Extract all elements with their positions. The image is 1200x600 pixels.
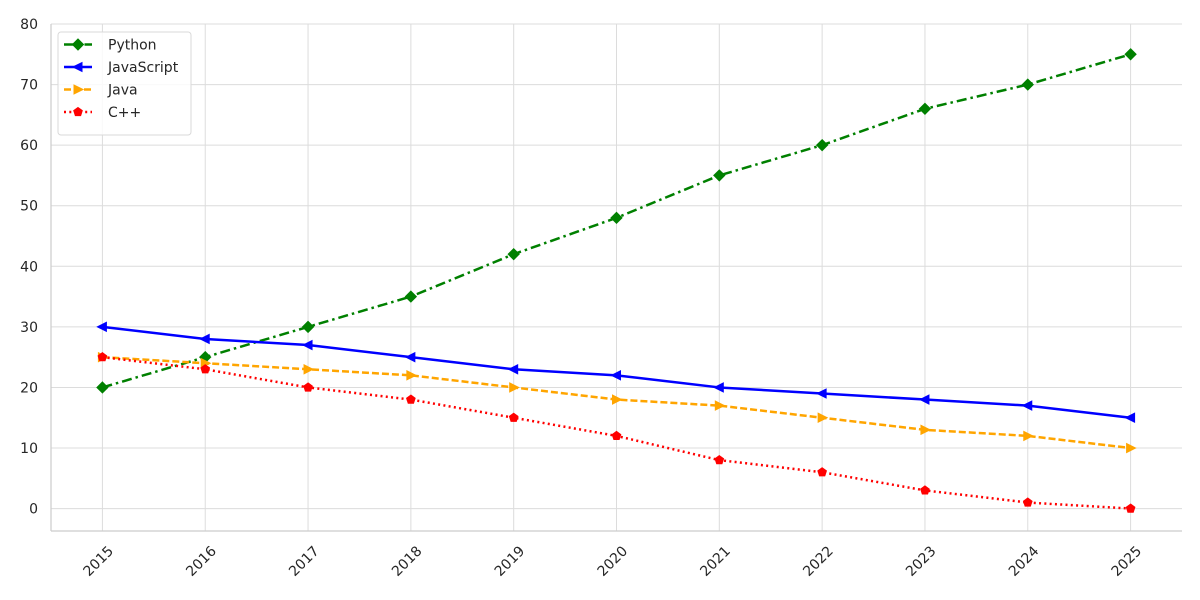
- y-tick-label: 70: [20, 78, 38, 94]
- legend-marker: [73, 84, 85, 95]
- data-point-python: [610, 211, 623, 225]
- x-tick-label: 2020: [595, 543, 632, 580]
- data-point-cplusplus: [303, 382, 313, 392]
- data-point-java: [714, 400, 726, 411]
- data-point-javascript: [1021, 400, 1033, 411]
- y-tick-label: 80: [20, 17, 38, 33]
- legend-label: JavaScript: [107, 60, 179, 76]
- data-point-cplusplus: [611, 430, 622, 441]
- data-point-cplusplus: [1022, 497, 1033, 507]
- y-tick-label: 0: [29, 502, 38, 518]
- data-point-java: [509, 382, 520, 393]
- x-tick-label: 2016: [183, 543, 220, 580]
- x-tick-label: 2023: [903, 543, 940, 580]
- data-point-cplusplus: [405, 394, 416, 404]
- data-point-java: [1023, 430, 1034, 442]
- data-point-cplusplus: [508, 412, 519, 422]
- legend-marker: [73, 106, 83, 117]
- x-tick-label: 2019: [492, 543, 529, 580]
- data-point-python: [918, 102, 932, 116]
- data-point-cplusplus: [714, 455, 725, 465]
- legend-marker: [71, 38, 85, 51]
- data-point-java: [817, 412, 829, 424]
- data-point-cplusplus: [97, 352, 108, 362]
- data-point-java: [1126, 442, 1137, 454]
- data-point-python: [1124, 48, 1137, 61]
- y-tick-label: 40: [20, 259, 38, 275]
- data-point-python: [301, 320, 315, 334]
- y-tick-label: 30: [20, 320, 38, 336]
- data-point-javascript: [1124, 412, 1136, 424]
- data-point-python: [507, 247, 520, 261]
- data-point-cplusplus: [200, 364, 211, 374]
- data-point-python: [404, 290, 418, 303]
- data-point-cplusplus: [817, 467, 828, 477]
- data-point-javascript: [301, 339, 313, 351]
- data-point-javascript: [404, 351, 416, 363]
- data-point-javascript: [96, 321, 107, 333]
- data-point-cplusplus: [1125, 503, 1136, 513]
- legend-item-javascript: JavaScript: [64, 60, 179, 76]
- data-point-javascript: [816, 388, 827, 399]
- data-point-javascript: [507, 363, 519, 375]
- data-point-javascript: [918, 394, 930, 405]
- legend-label: C++: [108, 105, 141, 121]
- legend-marker: [71, 61, 83, 73]
- data-point-javascript: [610, 370, 621, 381]
- data-point-javascript: [713, 382, 724, 393]
- x-tick-label: 2021: [697, 543, 734, 580]
- legend-item-cplusplus: C++: [64, 105, 141, 121]
- grid: [51, 23, 1182, 531]
- data-point-java: [406, 370, 417, 381]
- y-tick-label: 10: [20, 441, 38, 457]
- legend-label: Python: [108, 38, 157, 54]
- series-cplusplus: [97, 352, 1136, 513]
- x-tick-label: 2024: [1006, 543, 1043, 580]
- y-tick-label: 50: [20, 199, 38, 215]
- x-tick-label: 2022: [800, 543, 837, 580]
- data-point-cplusplus: [920, 485, 930, 495]
- legend-item-java: Java: [64, 83, 138, 99]
- data-point-python: [1021, 78, 1034, 91]
- data-point-javascript: [199, 333, 210, 345]
- legend-label: Java: [107, 83, 138, 99]
- y-tick-label: 60: [20, 138, 38, 154]
- legend-item-python: Python: [64, 38, 157, 54]
- series-javascript: [96, 321, 1136, 424]
- axes: [50, 24, 1182, 532]
- legend: Python JavaScript Java C++: [57, 31, 192, 136]
- data-point-java: [612, 394, 623, 405]
- data-point-python: [815, 138, 829, 152]
- data-point-java: [303, 363, 315, 375]
- x-tick-label: 2018: [389, 543, 426, 580]
- data-point-java: [920, 424, 932, 436]
- y-tick-label: 20: [20, 380, 38, 396]
- series-lines: [96, 48, 1137, 513]
- data-point-python: [713, 169, 726, 182]
- x-tick-label: 2025: [1109, 543, 1146, 580]
- x-tick-label: 2015: [81, 543, 118, 580]
- data-point-python: [96, 381, 109, 394]
- x-tick-label: 2017: [286, 543, 323, 580]
- legend-box: [57, 31, 192, 136]
